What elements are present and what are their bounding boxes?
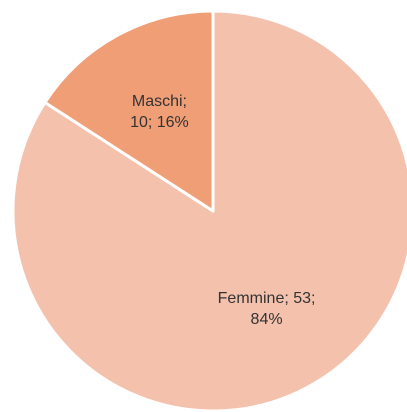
data-label-line: 10; 16% xyxy=(130,114,189,131)
data-label: Maschi; 10; 16% xyxy=(130,93,189,131)
data-label-line: Femmine; 53; xyxy=(218,290,316,307)
data-label-line: 84% xyxy=(251,311,283,328)
pie-slice xyxy=(43,9,215,213)
data-label-line: Maschi; xyxy=(132,93,187,110)
data-label: Femmine; 53; 84% xyxy=(218,290,316,328)
pie-slice xyxy=(11,9,407,412)
